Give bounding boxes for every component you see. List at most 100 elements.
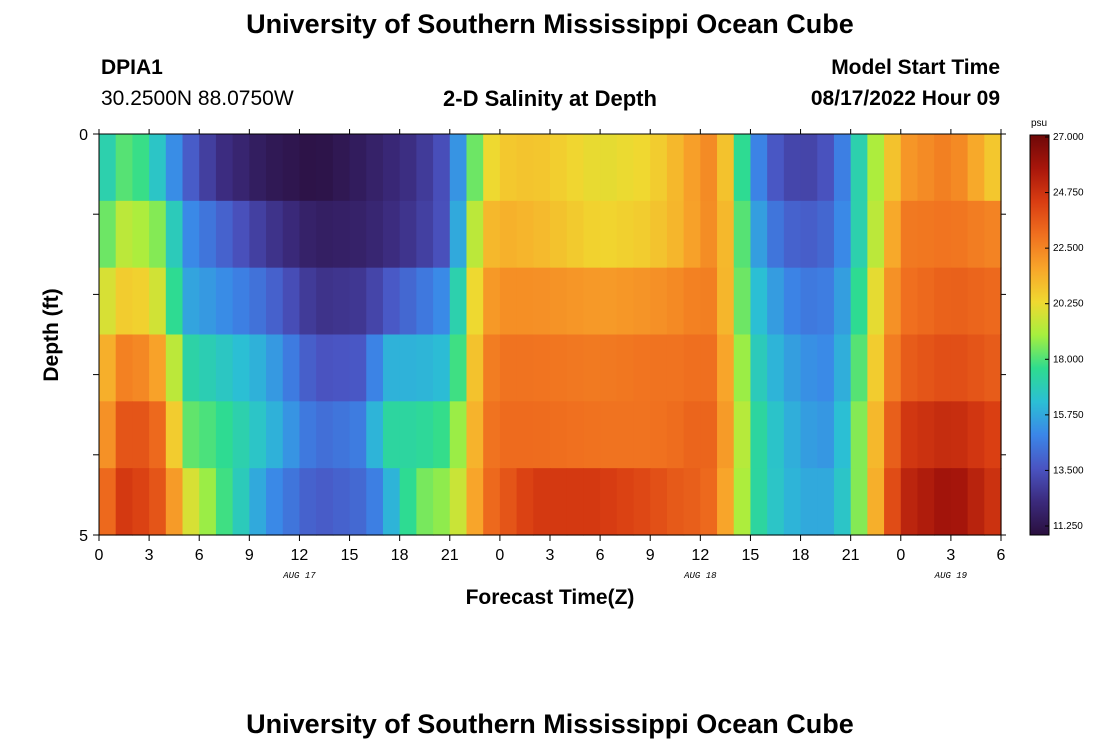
heatmap-cell bbox=[349, 267, 367, 336]
heatmap-cell bbox=[399, 468, 417, 536]
heatmap-cell bbox=[850, 134, 868, 202]
x-tick-label: 6 bbox=[596, 547, 605, 564]
heatmap-cell bbox=[566, 334, 584, 402]
heatmap-cell bbox=[700, 334, 718, 402]
heatmap-cell bbox=[950, 134, 969, 202]
heatmap-cell bbox=[783, 401, 802, 469]
heatmap-cell bbox=[266, 468, 284, 536]
heatmap-cell bbox=[683, 134, 701, 202]
heatmap-cell bbox=[199, 134, 217, 202]
heatmap-cell bbox=[266, 200, 284, 269]
heatmap-cell bbox=[950, 334, 969, 402]
heatmap-cell bbox=[199, 468, 217, 536]
heatmap-cell bbox=[466, 200, 484, 269]
heatmap-cell bbox=[366, 267, 384, 336]
heatmap-cell bbox=[533, 401, 551, 469]
heatmap-cell bbox=[616, 267, 635, 336]
heatmap-cell bbox=[232, 401, 250, 469]
heatmap-cell bbox=[767, 334, 785, 402]
heatmap-cell bbox=[366, 401, 384, 469]
model-start-value: 08/17/2022 Hour 09 bbox=[810, 87, 1000, 110]
heatmap-cell bbox=[449, 267, 468, 336]
heatmap-cell bbox=[215, 401, 234, 469]
heatmap-cell bbox=[516, 401, 534, 469]
heatmap-cell bbox=[967, 401, 985, 469]
heatmap-cells bbox=[99, 134, 1002, 536]
heatmap-cell bbox=[984, 401, 1002, 469]
heatmap-cell bbox=[934, 200, 952, 269]
heatmap-cell bbox=[850, 401, 868, 469]
heatmap-cell bbox=[499, 468, 518, 536]
heatmap-cell bbox=[316, 401, 334, 469]
heatmap-cell bbox=[449, 134, 468, 202]
heatmap-cell bbox=[316, 468, 334, 536]
heatmap-cell bbox=[650, 468, 668, 536]
heatmap-cell bbox=[433, 334, 451, 402]
heatmap-cell bbox=[733, 200, 752, 269]
heatmap-cell bbox=[132, 401, 150, 469]
heatmap-cell bbox=[750, 267, 768, 336]
heatmap-cell bbox=[600, 468, 618, 536]
heatmap-cell bbox=[499, 401, 518, 469]
heatmap-cell bbox=[683, 267, 701, 336]
colorbar-label: 22.500 bbox=[1053, 243, 1084, 254]
page-title: University of Southern Mississippi Ocean… bbox=[246, 9, 854, 39]
heatmap-cell bbox=[950, 267, 969, 336]
heatmap-cell bbox=[800, 200, 818, 269]
heatmap-cell bbox=[199, 200, 217, 269]
heatmap-cell bbox=[483, 334, 501, 402]
heatmap-cell bbox=[666, 401, 685, 469]
heatmap-cell bbox=[165, 468, 184, 536]
heatmap-cell bbox=[850, 267, 868, 336]
heatmap-cell bbox=[917, 200, 935, 269]
heatmap-cell bbox=[449, 334, 468, 402]
heatmap-cell bbox=[967, 134, 985, 202]
heatmap-cell bbox=[967, 334, 985, 402]
colorbar-label: 27.000 bbox=[1053, 132, 1084, 143]
heatmap-cell bbox=[800, 468, 818, 536]
heatmap-cell bbox=[132, 200, 150, 269]
heatmap-cell bbox=[850, 468, 868, 536]
heatmap-cell bbox=[583, 401, 601, 469]
heatmap-cell bbox=[382, 134, 401, 202]
heatmap-cell bbox=[884, 267, 902, 336]
x-tick-label: 15 bbox=[742, 547, 760, 564]
heatmap-cell bbox=[566, 134, 584, 202]
heatmap-cell bbox=[600, 200, 618, 269]
heatmap-cell bbox=[600, 134, 618, 202]
heatmap-cell bbox=[783, 267, 802, 336]
date-label: AUG 17 bbox=[282, 571, 316, 581]
heatmap-cell bbox=[215, 334, 234, 402]
colorbar-label: 13.500 bbox=[1053, 465, 1084, 476]
heatmap-cell bbox=[550, 267, 568, 336]
heatmap-cell bbox=[633, 468, 651, 536]
heatmap-cell bbox=[282, 401, 301, 469]
heatmap-cell bbox=[416, 200, 434, 269]
heatmap-cell bbox=[884, 334, 902, 402]
heatmap-cell bbox=[149, 267, 167, 336]
heatmap-cell bbox=[533, 200, 551, 269]
heatmap-cell bbox=[717, 267, 735, 336]
heatmap-cell bbox=[332, 334, 351, 402]
heatmap-cell bbox=[249, 134, 267, 202]
heatmap-cell bbox=[733, 334, 752, 402]
heatmap-cell bbox=[416, 267, 434, 336]
heatmap-cell bbox=[332, 134, 351, 202]
heatmap-cell bbox=[867, 401, 885, 469]
heatmap-cell bbox=[516, 468, 534, 536]
heatmap-cell bbox=[934, 267, 952, 336]
heatmap-cell bbox=[833, 200, 852, 269]
heatmap-cell bbox=[249, 334, 267, 402]
heatmap-cell bbox=[182, 200, 200, 269]
heatmap-cell bbox=[215, 200, 234, 269]
heatmap-cell bbox=[433, 468, 451, 536]
heatmap-cell bbox=[783, 134, 802, 202]
heatmap-cell bbox=[165, 134, 184, 202]
x-tick-label: 6 bbox=[997, 547, 1006, 564]
heatmap-cell bbox=[733, 134, 752, 202]
x-tick-label: 12 bbox=[291, 547, 309, 564]
heatmap-cell bbox=[232, 334, 250, 402]
heatmap-cell bbox=[900, 200, 919, 269]
heatmap-cell bbox=[884, 401, 902, 469]
heatmap-cell bbox=[99, 200, 117, 269]
